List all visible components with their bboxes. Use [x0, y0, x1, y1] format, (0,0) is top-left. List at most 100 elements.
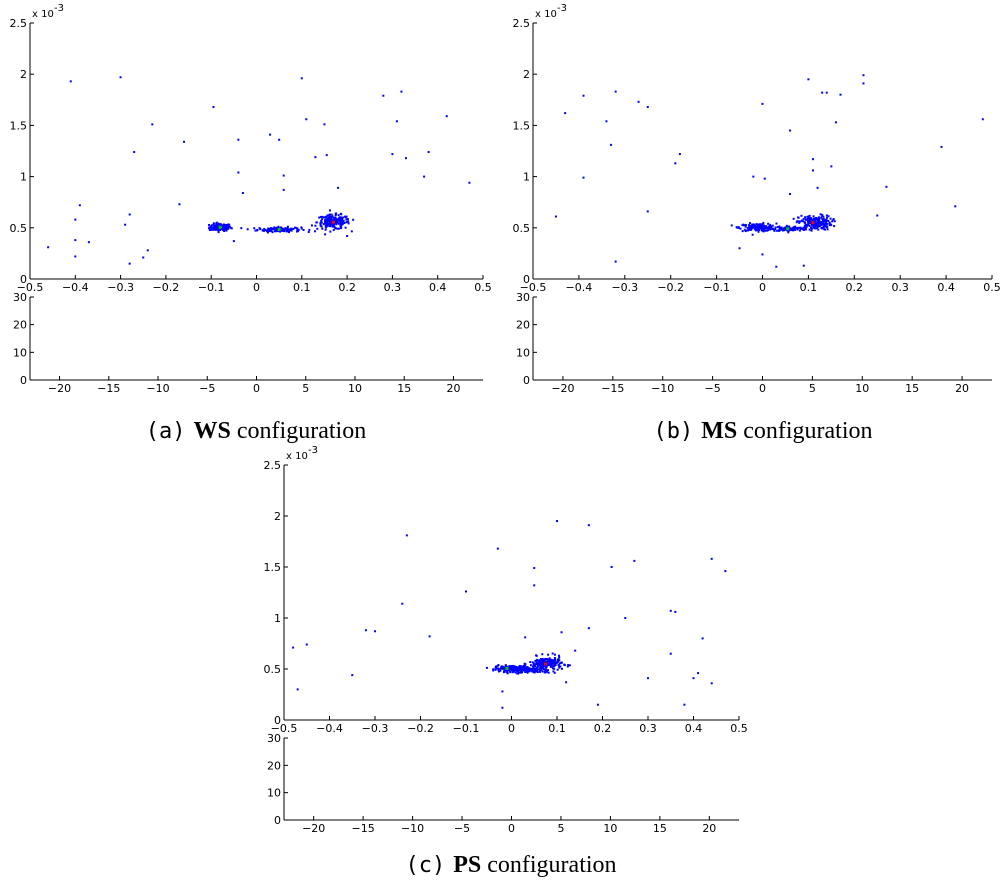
scatter-point: [445, 115, 448, 118]
scatter-point: [133, 151, 136, 154]
cluster-point: [795, 221, 798, 224]
scatter-point: [282, 174, 285, 177]
cluster-point: [335, 220, 338, 223]
cluster-point: [217, 231, 220, 234]
chart0-top-x-tick-label: 0.5: [474, 281, 492, 294]
cluster-point: [809, 222, 812, 225]
exponent-label: x 10: [32, 9, 54, 20]
cluster-point: [335, 212, 338, 215]
chart0-top-y-tick-label: 2: [20, 68, 27, 81]
chart0-bottom-x-tick-label: −10: [146, 382, 169, 395]
scatter-point: [839, 93, 842, 96]
scatter-point: [554, 215, 557, 218]
chart2-top-x-tick-label: 0: [508, 722, 515, 735]
cluster-point: [823, 223, 826, 226]
cluster-point: [807, 218, 810, 221]
cluster-point: [240, 227, 243, 230]
cluster-point: [296, 228, 299, 231]
cluster-point: [300, 227, 303, 230]
cluster-point: [540, 663, 543, 666]
cluster-point: [798, 226, 801, 229]
cluster-point: [546, 657, 549, 660]
cluster-point: [315, 221, 318, 224]
cluster-point: [517, 671, 520, 674]
cluster-point: [735, 226, 738, 229]
cluster-point: [263, 228, 266, 231]
cluster-point: [552, 659, 555, 662]
cluster-point: [510, 665, 513, 668]
cluster-point: [297, 229, 300, 232]
cluster-point: [814, 223, 817, 226]
scatter-point: [178, 203, 181, 206]
cluster-point: [540, 669, 543, 672]
cluster-point: [529, 667, 532, 670]
cluster-point: [787, 231, 790, 234]
cluster-point: [324, 215, 327, 218]
cluster-point: [778, 227, 781, 230]
cluster-point: [816, 220, 819, 223]
cluster-point: [223, 230, 226, 233]
cluster-point: [795, 227, 798, 230]
cluster-point: [748, 226, 751, 229]
chart2-top-x-tick-label: 0.2: [594, 722, 612, 735]
scatter-point: [400, 90, 403, 93]
cluster-point: [227, 223, 230, 226]
chart1-top-y-tick-label: 0: [523, 273, 530, 286]
cluster-point: [793, 227, 796, 230]
cluster-point: [536, 663, 539, 666]
cluster-point: [747, 224, 750, 227]
cluster-point: [253, 227, 256, 230]
cluster-point: [551, 652, 554, 655]
chart2-bottom-x-tick-label: −20: [302, 822, 325, 835]
scatter-point: [674, 610, 677, 613]
cluster-point: [217, 222, 220, 225]
cluster-point: [748, 228, 751, 231]
scatter-point: [678, 153, 681, 156]
chart1-bottom-y-tick-label: 20: [516, 319, 530, 332]
cluster-point: [219, 229, 222, 232]
cluster-point: [806, 217, 809, 220]
chart2-bottom-x-tick-label: 5: [557, 822, 564, 835]
scatter-point: [692, 677, 695, 680]
cluster-point: [753, 223, 756, 226]
scatter-point: [142, 256, 145, 259]
cluster-point: [808, 228, 811, 231]
cluster-point: [770, 227, 773, 230]
cluster-point: [321, 218, 324, 221]
caption-tag: (b): [653, 419, 693, 444]
cluster-point: [750, 226, 753, 229]
cluster-point: [264, 229, 267, 232]
cluster-point: [541, 670, 544, 673]
cluster-point: [516, 668, 519, 671]
cluster-point: [541, 662, 544, 665]
cluster-point: [542, 664, 545, 667]
cluster-point: [325, 219, 328, 222]
cluster-point: [320, 221, 323, 224]
cluster-point: [799, 226, 802, 229]
scatter-point: [533, 567, 536, 570]
cluster-point: [546, 669, 549, 672]
cluster-point: [532, 662, 535, 665]
cluster-point: [334, 214, 337, 217]
cluster-point: [328, 220, 331, 223]
scatter-point: [496, 547, 499, 550]
scatter-point: [646, 105, 649, 108]
cluster-point: [793, 228, 796, 231]
cluster-point: [337, 218, 340, 221]
caption-config-name: MS: [701, 418, 737, 444]
cluster-point: [825, 219, 828, 222]
cluster-point: [324, 228, 327, 231]
chart-caption: (b) MS configuration: [653, 418, 872, 444]
cluster-point: [778, 225, 781, 228]
scatter-point: [610, 143, 613, 146]
cluster-point: [289, 227, 292, 230]
cluster-point: [319, 222, 322, 225]
cluster-point: [223, 228, 226, 231]
cluster-point: [815, 217, 818, 220]
chart1-bottom-x-tick-label: 0: [759, 382, 766, 395]
cluster-point: [514, 665, 517, 668]
cluster-point: [789, 227, 792, 230]
cluster-point: [771, 227, 774, 230]
cluster-point: [512, 667, 515, 670]
highlight-point: [218, 225, 222, 229]
